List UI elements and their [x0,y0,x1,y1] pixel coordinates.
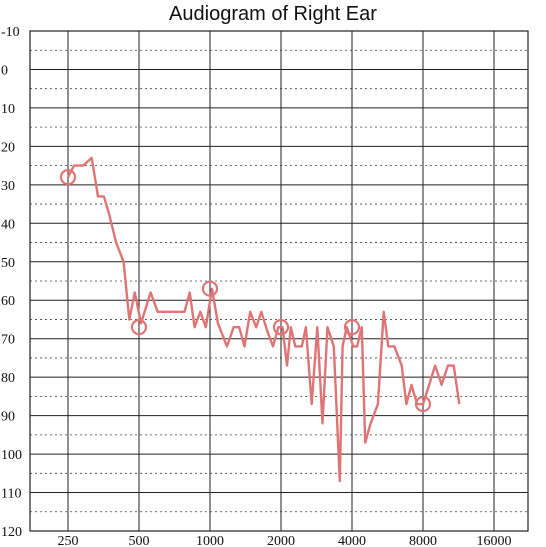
x-tick-label: 16000 [477,534,512,547]
x-tick-label: 250 [58,534,79,547]
plot-frame [29,30,529,532]
data-point-marker [130,319,148,336]
y-tick-label: 20 [1,140,15,155]
y-tick-label: 40 [1,217,15,232]
y-tick-label: -10 [1,25,20,40]
data-point-marker [59,169,77,186]
data-point-marker [201,280,219,297]
y-tick-label: 70 [1,333,15,348]
y-tick-label: 0 [1,63,8,78]
y-tick-label: 110 [1,487,21,502]
data-point-marker [272,319,290,336]
x-tick-label: 1000 [196,534,224,547]
chart-title: Audiogram of Right Ear [169,3,377,25]
x-tick-label: 500 [129,534,150,547]
y-tick-label: 30 [1,179,15,194]
x-tick-label: 8000 [409,534,437,547]
y-tick-label: 90 [1,410,15,425]
x-tick-label: 4000 [338,534,366,547]
y-tick-label: 100 [1,448,22,463]
data-point-marker [414,395,432,413]
data-point-marker [343,319,361,336]
y-tick-label: 120 [1,525,22,540]
y-tick-label: 80 [1,371,15,386]
y-tick-label: 60 [1,294,15,309]
series-line [66,156,461,483]
x-tick-label: 2000 [267,534,295,547]
y-tick-label: 50 [1,256,15,271]
y-tick-label: 10 [1,102,15,117]
